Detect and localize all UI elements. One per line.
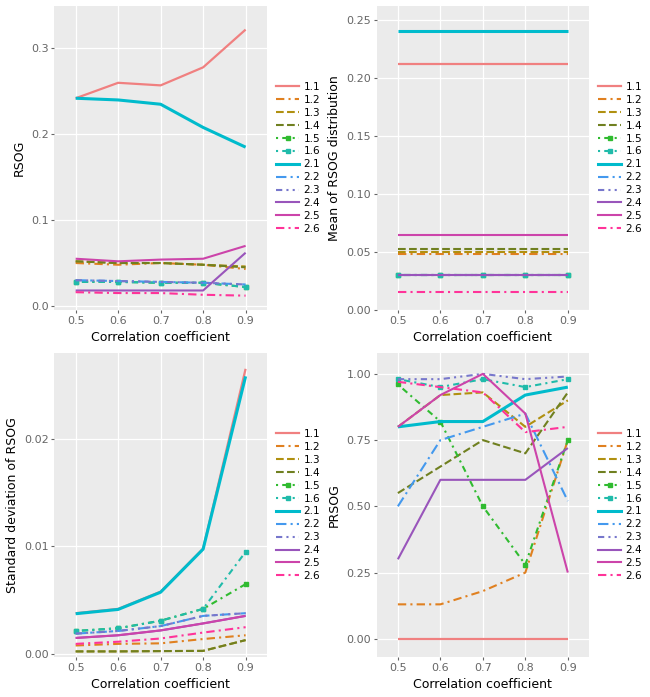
Y-axis label: PRSOG: PRSOG	[328, 483, 341, 527]
Y-axis label: RSOG: RSOG	[12, 139, 25, 176]
Legend: 1.1, 1.2, 1.3, 1.4, 1.5, 1.6, 2.1, 2.2, 2.3, 2.4, 2.5, 2.6: 1.1, 1.2, 1.3, 1.4, 1.5, 1.6, 2.1, 2.2, …	[274, 79, 322, 236]
Legend: 1.1, 1.2, 1.3, 1.4, 1.5, 1.6, 2.1, 2.2, 2.3, 2.4, 2.5, 2.6: 1.1, 1.2, 1.3, 1.4, 1.5, 1.6, 2.1, 2.2, …	[274, 427, 322, 583]
Y-axis label: Standard deviation of RSOG: Standard deviation of RSOG	[6, 417, 19, 593]
X-axis label: Correlation coefficient: Correlation coefficient	[413, 331, 552, 344]
Legend: 1.1, 1.2, 1.3, 1.4, 1.5, 1.6, 2.1, 2.2, 2.3, 2.4, 2.5, 2.6: 1.1, 1.2, 1.3, 1.4, 1.5, 1.6, 2.1, 2.2, …	[597, 427, 644, 583]
Legend: 1.1, 1.2, 1.3, 1.4, 1.5, 1.6, 2.1, 2.2, 2.3, 2.4, 2.5, 2.6: 1.1, 1.2, 1.3, 1.4, 1.5, 1.6, 2.1, 2.2, …	[597, 79, 644, 236]
X-axis label: Correlation coefficient: Correlation coefficient	[413, 678, 552, 691]
X-axis label: Correlation coefficient: Correlation coefficient	[91, 678, 230, 691]
X-axis label: Correlation coefficient: Correlation coefficient	[91, 331, 230, 344]
Y-axis label: Mean of RSOG distribution: Mean of RSOG distribution	[328, 75, 341, 240]
